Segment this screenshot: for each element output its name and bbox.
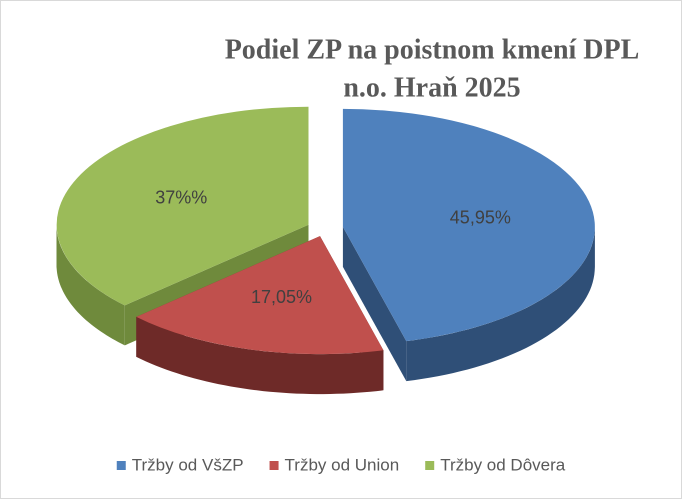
legend-label: Tržby od VšZP [132, 455, 244, 474]
slice [56, 106, 309, 306]
slice-edge [342, 226, 407, 382]
chart-title: Podiel ZP na poistnom kmení DPL [225, 34, 640, 65]
data-label: 37%% [155, 188, 207, 208]
legend-label: Tržby od Dôvera [440, 455, 566, 474]
slice-side [56, 224, 125, 346]
legend-swatch [425, 461, 435, 470]
legend-swatch [269, 461, 279, 470]
chart-title: n.o. Hraň 2025 [343, 72, 520, 103]
slice [342, 108, 595, 342]
legend-swatch [116, 461, 126, 470]
legend: Tržby od VšZP Tržby od Union Tržby od Dôve… [116, 455, 566, 474]
legend-label: Tržby od Union [285, 455, 400, 474]
slice-side [406, 226, 595, 382]
data-label: 45,95% [450, 207, 511, 227]
slice [136, 236, 384, 355]
slice-side [136, 316, 384, 395]
data-label: 17,05% [251, 287, 312, 307]
